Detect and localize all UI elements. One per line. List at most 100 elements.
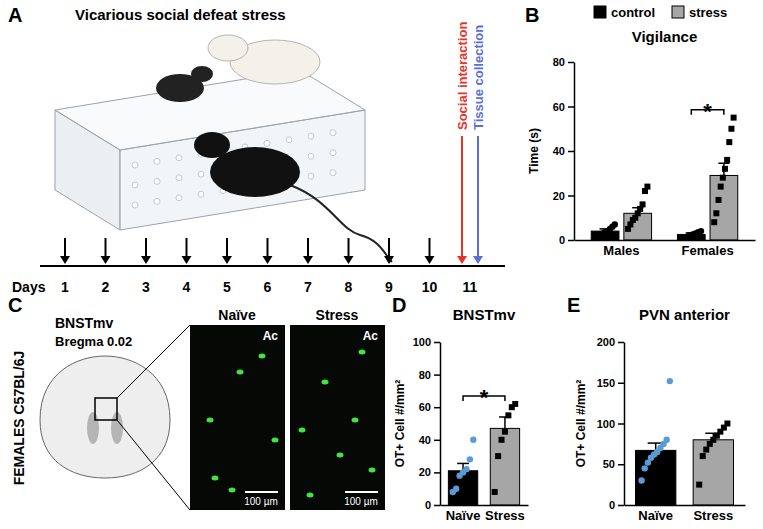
region-box xyxy=(95,398,117,420)
cage-hole xyxy=(264,140,270,146)
micrograph xyxy=(290,325,385,510)
y-tick-label: 100 xyxy=(413,336,431,348)
y-tick: 20 xyxy=(419,466,440,478)
day-arrow xyxy=(141,238,151,264)
data-point xyxy=(642,465,648,471)
cage-hole xyxy=(176,155,182,161)
chart: VigilanceTime (s)020406080MalesFemalesco… xyxy=(527,5,756,258)
panel-label: D xyxy=(392,294,406,316)
scale-bar xyxy=(345,491,378,493)
data-point xyxy=(726,139,732,145)
structure-label: Ac xyxy=(363,329,379,343)
day-label: 6 xyxy=(264,279,272,295)
data-point xyxy=(728,126,734,132)
bregma-label: Bregma 0.02 xyxy=(55,334,132,349)
cage-hole xyxy=(330,130,336,136)
y-tick-label: 50 xyxy=(603,458,615,470)
cage-hole xyxy=(154,158,160,164)
chart: PVN anteriorOT+ Cell #/mm²050100150200Na… xyxy=(574,306,746,523)
image-title: Stress xyxy=(316,307,359,323)
event-label: Tissue collection xyxy=(471,25,486,130)
group-label: FEMALES C57BL/6J xyxy=(11,351,27,486)
x-axis-line xyxy=(441,505,529,507)
panel-label: E xyxy=(567,294,580,316)
day-arrow xyxy=(425,238,435,264)
y-tick-label: 60 xyxy=(419,401,431,413)
figure: ABCDEVicarious social defeat stress12345… xyxy=(0,0,763,529)
cage-hole xyxy=(308,153,314,159)
data-point xyxy=(700,453,706,459)
data-point xyxy=(463,466,469,472)
y-tick: 60 xyxy=(553,101,574,113)
zoom-line xyxy=(117,325,190,398)
labelled-cell xyxy=(272,438,279,443)
error-bar-cap xyxy=(457,463,469,465)
y-tick: 100 xyxy=(413,336,440,348)
arrow-head xyxy=(344,256,354,264)
labelled-cell xyxy=(307,493,314,498)
y-tick-mark xyxy=(434,472,440,474)
day-arrow xyxy=(182,238,192,264)
data-point xyxy=(718,184,724,190)
y-tick-mark xyxy=(568,62,574,64)
day-arrow xyxy=(384,238,394,264)
error-bar xyxy=(499,417,511,428)
data-point xyxy=(696,482,702,488)
labelled-cell xyxy=(229,488,236,493)
y-tick: 40 xyxy=(553,145,574,157)
labelled-cell xyxy=(237,370,244,375)
y-axis: 020406080 xyxy=(553,56,575,246)
cage-hole xyxy=(198,191,204,197)
x-tick-label: Females xyxy=(682,243,734,258)
y-axis: 050100150200 xyxy=(597,336,625,511)
data-point xyxy=(499,437,505,443)
y-tick-label: 80 xyxy=(419,369,431,381)
x-axis-line xyxy=(625,505,746,507)
bar xyxy=(710,175,738,240)
plot-area xyxy=(448,401,519,505)
day-arrow xyxy=(222,238,232,264)
x-tick-label: Naïve xyxy=(638,508,673,523)
y-axis: 020406080100 xyxy=(413,336,441,511)
day-label: 8 xyxy=(345,279,353,295)
data-point xyxy=(663,437,669,443)
labelled-cell xyxy=(352,418,359,423)
brain-section xyxy=(40,356,170,478)
cage-hole xyxy=(132,162,138,168)
arrow-head xyxy=(101,256,111,264)
day-label: 1 xyxy=(61,279,69,295)
cage-hole xyxy=(132,202,138,208)
y-axis-title: OT+ Cell #/mm² xyxy=(574,380,588,468)
arrow-head xyxy=(222,256,232,264)
day-arrow xyxy=(344,238,354,264)
event-arrow xyxy=(457,136,467,264)
x-axis: Males Females xyxy=(575,241,756,259)
y-axis-title: Time (s) xyxy=(527,128,541,174)
data-point xyxy=(640,201,646,207)
legend-label: control xyxy=(611,5,655,20)
y-axis-title: OT+ Cell #/mm² xyxy=(393,380,407,468)
y-tick: 200 xyxy=(597,336,624,348)
labelled-cell xyxy=(322,380,329,385)
x-tick-label: Males xyxy=(603,243,639,258)
panel-c: BNSTmvBregma 0.02FEMALES C57BL/6JNaïveAc… xyxy=(11,307,385,510)
y-tick: 0 xyxy=(559,234,574,246)
y-tick-mark xyxy=(434,440,440,442)
mouse-head xyxy=(191,66,213,82)
data-point xyxy=(495,453,501,459)
y-tick: 20 xyxy=(553,190,574,202)
x-axis-line xyxy=(575,240,756,242)
significance-label: * xyxy=(480,385,489,410)
cage-hole xyxy=(308,173,314,179)
panel-label: A xyxy=(8,4,22,26)
data-point xyxy=(502,429,508,435)
y-tick-mark xyxy=(434,342,440,344)
panel-label: B xyxy=(525,4,539,26)
chart-title: BNSTmv xyxy=(453,306,516,323)
chart: BNSTmvOT+ Cell #/mm²020406080100NaïveStr… xyxy=(393,306,529,523)
cage-hole xyxy=(330,170,336,176)
error-bar xyxy=(718,163,729,175)
arrow-shaft xyxy=(477,136,479,258)
y-tick-label: 20 xyxy=(553,190,565,202)
y-tick-mark xyxy=(568,195,574,197)
